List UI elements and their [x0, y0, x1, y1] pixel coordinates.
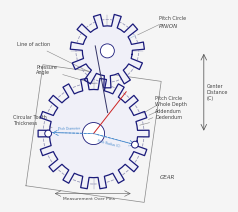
Polygon shape — [38, 78, 149, 189]
Text: Pitch Radius (C): Pitch Radius (C) — [97, 139, 120, 148]
Text: Circular Tooth
Thickness: Circular Tooth Thickness — [13, 116, 52, 127]
Text: Pitch Diameter: Pitch Diameter — [58, 127, 80, 131]
Text: Pitch Circle: Pitch Circle — [143, 96, 182, 113]
Text: Pitch Circle: Pitch Circle — [138, 15, 186, 35]
Polygon shape — [70, 14, 144, 88]
Circle shape — [100, 44, 114, 58]
Text: Whole Depth: Whole Depth — [149, 102, 187, 115]
Text: GEAR: GEAR — [159, 174, 175, 180]
Circle shape — [83, 123, 104, 145]
Text: Measurement Over Pins: Measurement Over Pins — [63, 197, 115, 201]
Text: Dedendum: Dedendum — [140, 115, 182, 125]
Text: Pressure
Angle: Pressure Angle — [36, 65, 95, 84]
Text: Addendum: Addendum — [148, 109, 182, 120]
Circle shape — [45, 130, 52, 137]
Text: PINION: PINION — [159, 24, 178, 29]
Text: Center
Distance
(C): Center Distance (C) — [207, 84, 228, 100]
Text: Line of action: Line of action — [17, 42, 91, 73]
Circle shape — [132, 141, 138, 148]
